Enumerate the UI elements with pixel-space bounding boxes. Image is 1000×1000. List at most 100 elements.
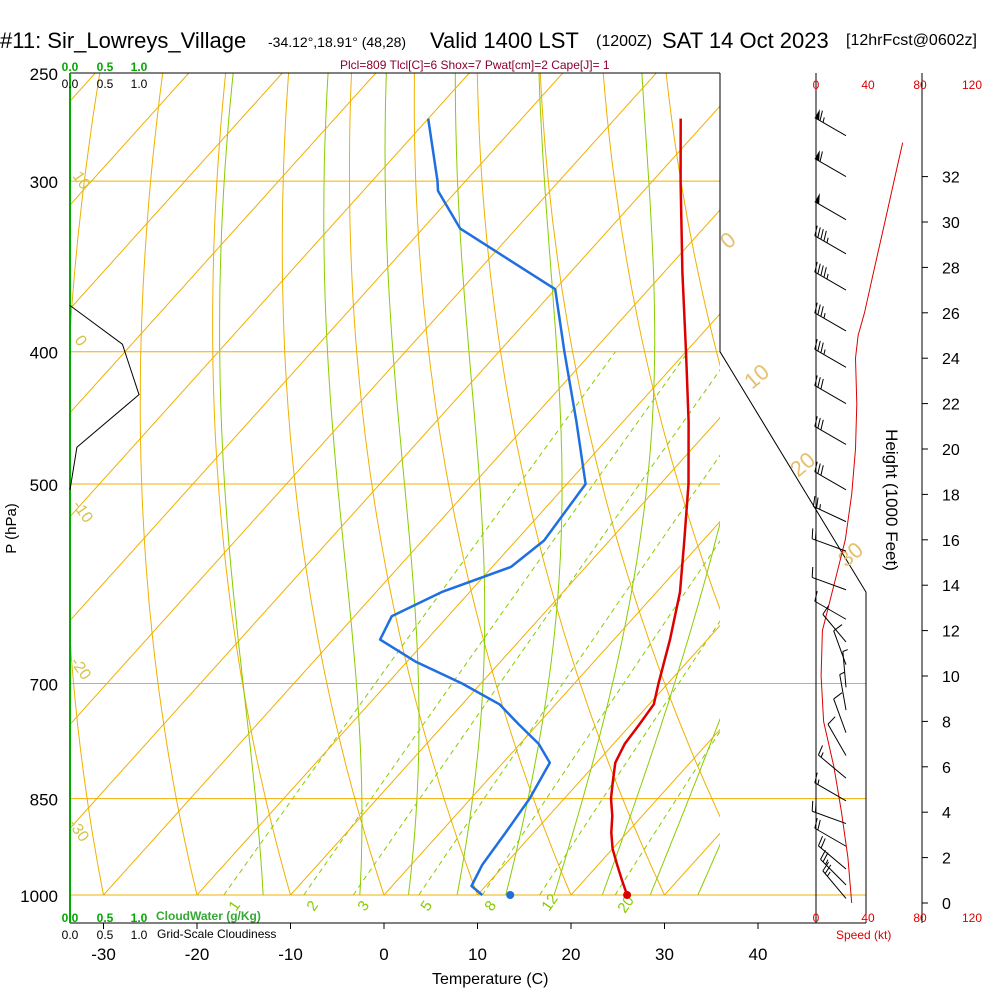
wind-barb-feather — [814, 529, 817, 541]
temperature-tick-label: -10 — [278, 945, 303, 964]
wind-barb-feather — [814, 302, 818, 314]
speed-tick-label: 40 — [861, 911, 875, 925]
dry-adiabat-label: 10 — [739, 359, 774, 394]
moist-adiabat-line — [219, 73, 264, 895]
speed-tick-label: 0 — [813, 78, 820, 92]
wind-barb-staff — [812, 810, 847, 825]
wind-barb-half-feather — [825, 859, 829, 865]
pressure-tick-label: 850 — [30, 791, 58, 810]
wind-barb-feather — [814, 225, 818, 236]
cloudwater-tick-label: 0.0 — [62, 911, 79, 925]
cloudiness-tick-label: 0.5 — [97, 928, 114, 942]
wind-barb-feather — [814, 801, 817, 813]
isotherm-line — [0, 73, 2, 924]
cloudiness-tick-label: 0.5 — [97, 77, 114, 91]
cloudwater-label: CloudWater (g/Kg) — [156, 909, 261, 923]
utc-time: (1200Z) — [596, 33, 653, 50]
wind-barb-feather — [824, 864, 832, 874]
cloudwater-tick-label: 1.0 — [131, 911, 148, 925]
isotherm-line — [102, 209, 720, 895]
wind-barb-feather — [820, 229, 824, 240]
wind-barb-feather — [817, 819, 821, 831]
wind-barb-feather — [816, 497, 819, 508]
isotherm-line — [70, 73, 564, 622]
wind-barb-staff — [814, 235, 847, 255]
valid-time: Valid 1400 LST — [430, 28, 579, 53]
isotherm-line — [289, 417, 720, 895]
wind-barb-feather — [820, 838, 826, 849]
dry-adiabat-line — [833, 0, 1000, 924]
dry-adiabat-line — [715, 0, 1000, 924]
wind-barb-staff — [814, 117, 847, 137]
speed-tick-label: 0 — [813, 911, 820, 925]
height-tick-label: 12 — [942, 624, 960, 641]
wind-barb-feather — [827, 716, 836, 725]
isotherm-line — [70, 73, 377, 414]
frame-right-sloped — [719, 351, 867, 923]
temperature-tick-label: -30 — [91, 945, 116, 964]
wind-barb — [814, 149, 847, 178]
wind-barb-staff — [827, 724, 847, 756]
moist-adiabat-line — [323, 73, 363, 895]
wind-barb-half-feather — [817, 779, 820, 785]
wind-barb-feather — [820, 419, 824, 431]
cloudiness-tick-label: 0.0 — [62, 928, 79, 942]
pressure-tick-label: 250 — [30, 65, 58, 84]
height-tick-label: 0 — [942, 896, 951, 913]
sounding-stats: Plcl=809 Tlcl[C]=6 Shox=7 Pwat[cm]=2 Cap… — [340, 58, 610, 72]
wind-barb-staff — [822, 870, 847, 899]
cloudiness-tick-label: 0.0 — [62, 77, 79, 91]
cloudwater-tick-label: 0.5 — [97, 911, 114, 925]
wind-barb-feather — [811, 566, 814, 578]
wind-barb-feather — [814, 590, 818, 602]
wind-barb-feather — [811, 528, 814, 539]
wind-barb-feather — [817, 745, 824, 756]
dry-adiabat-line — [951, 0, 1000, 924]
dewpoint-line — [378, 118, 587, 896]
plot-lines — [0, 0, 1000, 924]
wind-barb-flag — [814, 109, 820, 121]
wind-barb — [814, 375, 847, 405]
pressure-tick-label: 500 — [30, 476, 58, 495]
valid-date: SAT 14 Oct 2023 — [662, 28, 829, 53]
moist-adiabat-line — [454, 73, 486, 895]
pressure-axis-label: P (hPa) — [2, 503, 20, 554]
wind-barb-feather — [814, 817, 818, 829]
wind-barb-feather — [820, 465, 824, 476]
height-tick-label: 26 — [942, 306, 960, 323]
height-tick-label: 8 — [942, 714, 951, 731]
wind-barb — [814, 817, 847, 847]
wind-barb-feather — [817, 463, 821, 474]
wind-barb-flag — [814, 149, 820, 162]
isotherm-line — [70, 73, 657, 726]
wind-speed-line — [820, 142, 904, 904]
height-tick-label: 30 — [942, 215, 960, 232]
height-tick-label: 6 — [942, 760, 951, 777]
mixing-ratio-line — [614, 730, 720, 895]
speed-tick-label: 120 — [962, 78, 982, 92]
wind-barb-staff — [818, 845, 847, 870]
wind-barb-feather — [833, 692, 843, 700]
wind-barb-half-feather — [826, 273, 829, 280]
pressure-tick-label: 1000 — [20, 887, 58, 906]
isotherm-line — [70, 73, 470, 518]
speed-axis-label: Speed (kt) — [836, 928, 892, 942]
temperature-tick-label: 10 — [468, 945, 487, 964]
wind-barb — [814, 461, 847, 491]
wind-barb — [820, 849, 847, 886]
wind-barb-feather — [811, 800, 814, 812]
pressure-tick-label: 700 — [30, 676, 58, 695]
isotherm-line — [70, 105, 720, 830]
temperature-axis-label: Temperature (C) — [432, 971, 549, 988]
dry-adiabat-line — [70, 73, 105, 895]
wind-barb-feather — [814, 375, 818, 386]
wind-barb-staff — [814, 385, 847, 405]
height-tick-label: 2 — [942, 851, 951, 868]
wind-barb-feather — [819, 110, 823, 121]
wind-barb — [817, 745, 847, 779]
wind-barb-half-feather — [823, 349, 826, 355]
dry-adiabat-line — [476, 73, 666, 895]
wind-barb-staff — [833, 630, 847, 665]
height-tick-label: 18 — [942, 487, 960, 504]
